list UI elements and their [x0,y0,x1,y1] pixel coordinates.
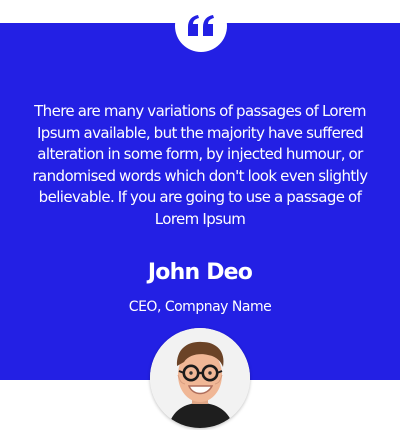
testimonial-author-name: John Deo [147,260,253,285]
testimonial-quote: There are many variations of passages of… [32,102,368,228]
quote-icon [187,15,215,37]
testimonial-card: There are many variations of passages of… [0,23,400,380]
quote-badge [175,0,227,52]
testimonial-author-role: CEO, Compnay Name [128,299,272,315]
avatar [150,328,250,428]
